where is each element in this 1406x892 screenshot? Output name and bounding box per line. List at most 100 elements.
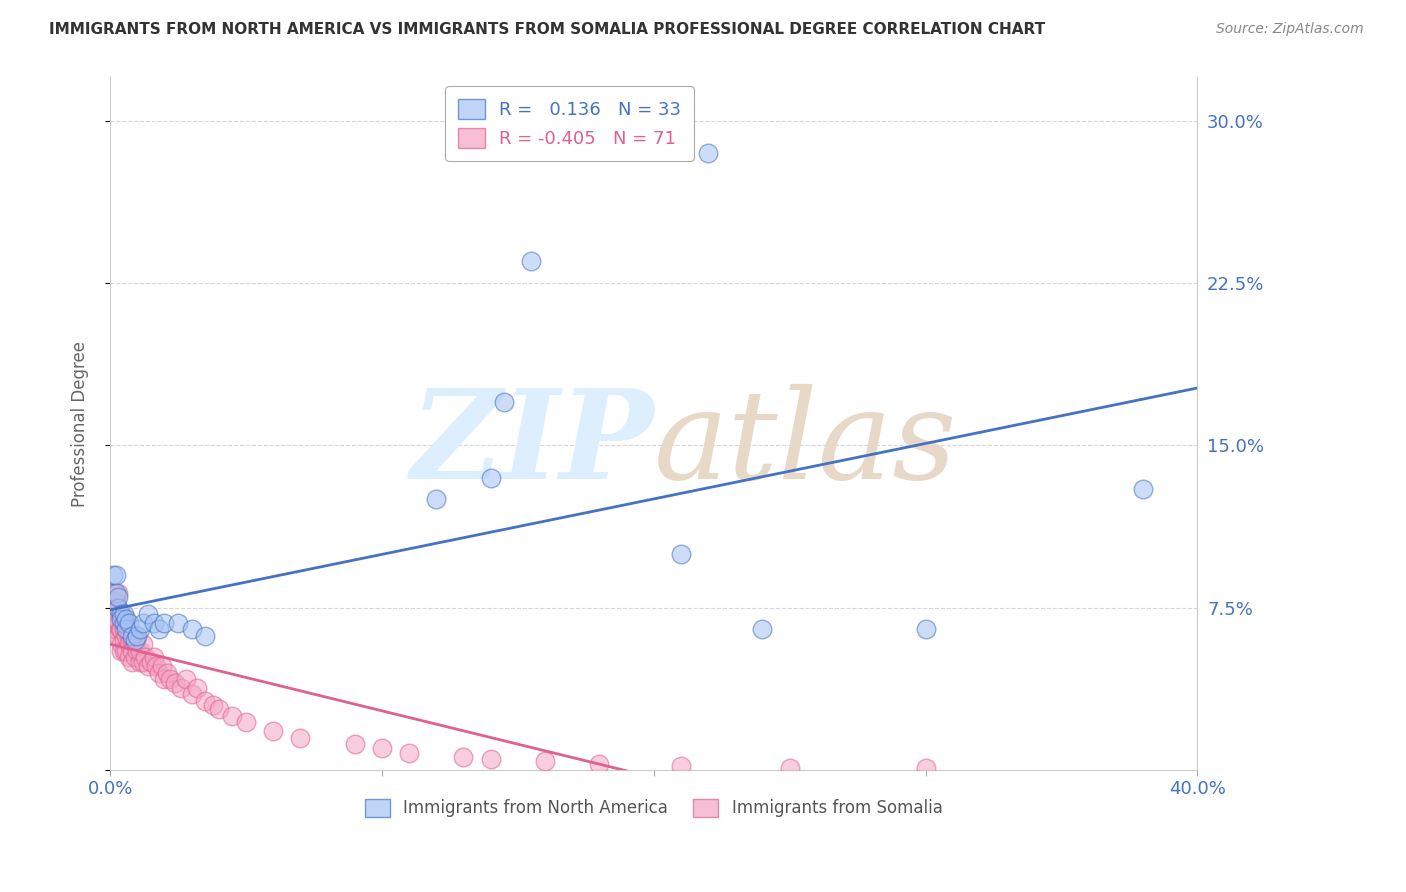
Point (139, 655, 162, 669)
Point (108, 623, 131, 637)
Point (153, 615, 176, 630)
Point (235, 715, 257, 730)
Point (165, 676, 187, 690)
Point (100, 607, 122, 622)
Point (107, 600, 129, 615)
Point (101, 600, 124, 615)
Point (479, 752, 502, 766)
Point (153, 672, 176, 686)
Text: atlas: atlas (654, 384, 957, 505)
Point (159, 672, 181, 686)
Point (194, 694, 217, 708)
Point (262, 724, 284, 739)
Point (129, 644, 152, 658)
Point (103, 623, 125, 637)
Point (101, 568, 124, 582)
Point (398, 746, 420, 760)
Point (174, 672, 197, 686)
Point (194, 629, 217, 643)
Point (118, 638, 141, 652)
Point (115, 623, 138, 637)
Point (107, 590, 129, 604)
Point (115, 611, 138, 625)
Point (118, 629, 141, 643)
Point (112, 615, 135, 630)
Point (751, 623, 773, 637)
Point (131, 638, 153, 652)
Point (453, 750, 475, 764)
Point (124, 650, 146, 665)
Point (1132, 482, 1154, 496)
Point (156, 665, 179, 680)
Point (121, 655, 143, 669)
Point (494, 395, 516, 409)
Point (127, 629, 149, 643)
Point (110, 607, 132, 622)
Point (131, 615, 153, 630)
Point (150, 659, 173, 673)
Point (121, 629, 143, 643)
Point (697, 146, 720, 161)
Point (118, 650, 141, 665)
Point (167, 615, 190, 630)
Point (136, 659, 159, 673)
Point (104, 594, 127, 608)
Point (104, 568, 127, 582)
Point (115, 629, 138, 643)
Text: ZIP: ZIP (411, 384, 654, 505)
Point (121, 633, 143, 648)
Text: IMMIGRANTS FROM NORTH AMERICA VS IMMIGRANTS FROM SOMALIA PROFESSIONAL DEGREE COR: IMMIGRANTS FROM NORTH AMERICA VS IMMIGRA… (49, 22, 1045, 37)
Point (129, 655, 152, 669)
Point (371, 741, 394, 756)
Point (779, 761, 801, 775)
Point (343, 737, 366, 751)
Point (118, 615, 141, 630)
Point (112, 611, 135, 625)
Point (112, 623, 135, 637)
Point (112, 607, 135, 622)
Point (914, 761, 936, 775)
Point (107, 600, 129, 615)
Point (186, 681, 208, 695)
Point (101, 585, 124, 599)
Point (104, 585, 127, 599)
Point (107, 585, 129, 599)
Point (479, 471, 502, 485)
Point (107, 615, 129, 630)
Point (110, 638, 132, 652)
Point (202, 698, 225, 712)
Point (110, 644, 132, 658)
Point (148, 623, 170, 637)
Point (129, 623, 152, 637)
Point (104, 607, 127, 622)
Point (112, 633, 135, 648)
Point (208, 702, 231, 716)
Point (105, 611, 128, 625)
Point (115, 615, 138, 630)
Point (588, 756, 610, 771)
Point (124, 633, 146, 648)
Point (110, 607, 132, 622)
Point (107, 629, 129, 643)
Legend: Immigrants from North America, Immigrants from Somalia: Immigrants from North America, Immigrant… (359, 792, 949, 824)
Point (669, 547, 692, 561)
Point (136, 607, 159, 622)
Point (170, 681, 193, 695)
Point (520, 254, 543, 268)
Point (112, 644, 135, 658)
Point (110, 611, 132, 625)
Point (127, 629, 149, 643)
Point (124, 638, 146, 652)
Point (131, 655, 153, 669)
Point (534, 755, 557, 769)
Point (148, 665, 170, 680)
Point (914, 623, 936, 637)
Point (134, 650, 156, 665)
Point (101, 615, 124, 630)
Point (669, 758, 692, 772)
Point (142, 650, 165, 665)
Point (110, 623, 132, 637)
Point (145, 659, 167, 673)
Point (121, 644, 143, 658)
Point (425, 492, 447, 507)
